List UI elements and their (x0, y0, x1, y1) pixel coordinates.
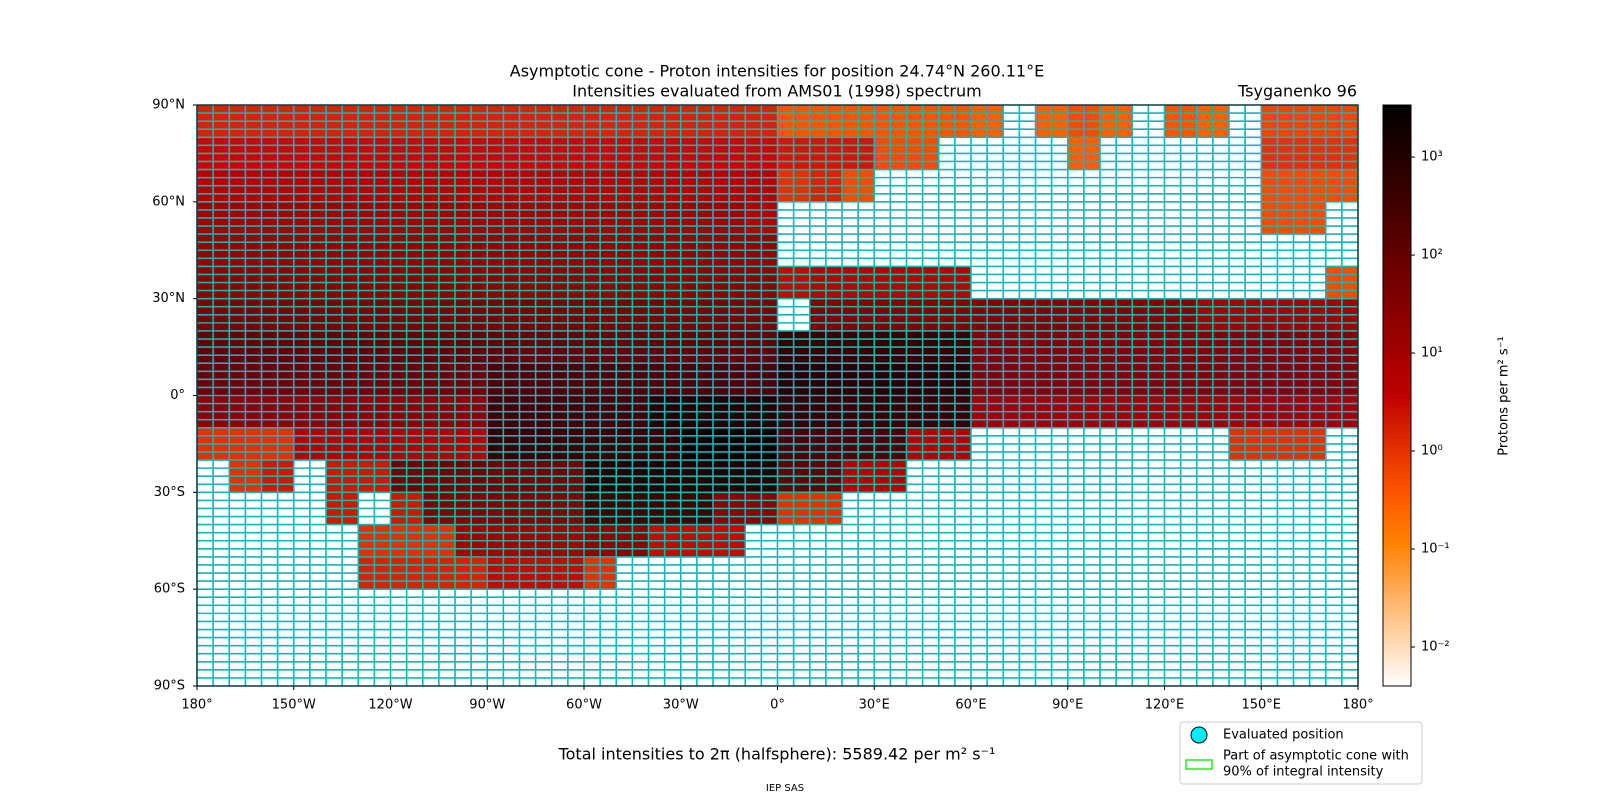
x-tick-label: 150°E (1241, 698, 1281, 713)
legend-marker (1190, 726, 1208, 744)
colorbar-label: Protons per m² s⁻¹ (1497, 336, 1512, 455)
x-tick-label: 150°W (272, 698, 316, 713)
x-tick-label: 180° (181, 698, 212, 713)
x-tick-label: 120°E (1145, 698, 1185, 713)
y-tick-label: 60°S (154, 582, 185, 597)
model-label: Tsyganenko 96 (1237, 82, 1357, 101)
y-tick-label: 30°S (154, 485, 185, 500)
legend-label: Evaluated position (1223, 728, 1344, 743)
y-tick-label: 90°N (152, 98, 185, 113)
colorbar-tick-label: 10² (1421, 248, 1443, 263)
legend: Evaluated position Part of asymptotic co… (1179, 721, 1423, 785)
x-tick-label: 90°W (469, 698, 505, 713)
x-tick-label: 60°E (955, 698, 986, 713)
colorbar-tick-label: 10⁻¹ (1421, 542, 1450, 557)
colorbar-tick-label: 10⁻² (1421, 640, 1450, 655)
x-tick-label: 180° (1342, 698, 1373, 713)
credit: IEP SAS (766, 783, 804, 794)
colorbar (1382, 104, 1412, 687)
colorbar-tick-label: 10³ (1421, 150, 1443, 165)
total-label: Total intensities to 2π (halfsphere): 55… (558, 745, 996, 764)
y-tick-label: 90°S (154, 679, 185, 694)
colorbar-tick-label: 10¹ (1421, 346, 1443, 361)
x-tick-label: 60°W (566, 698, 602, 713)
y-tick-label: 60°N (152, 194, 185, 209)
x-tick-label: 120°W (368, 698, 412, 713)
x-tick-label: 30°E (859, 698, 890, 713)
colorbar-tick-label: 10⁰ (1421, 444, 1443, 459)
y-tick-label: 0° (170, 388, 185, 403)
legend-label: 90% of integral intensity (1223, 765, 1384, 780)
x-tick-label: 90°E (1052, 698, 1083, 713)
chart-subtitle: Intensities evaluated from AMS01 (1998) … (572, 82, 981, 101)
y-tick-label: 30°N (152, 291, 185, 306)
cell-grid (196, 104, 1359, 687)
x-tick-label: 30°W (663, 698, 699, 713)
legend-marker (1185, 759, 1213, 770)
x-tick-label: 0° (770, 698, 785, 713)
chart-title: Asymptotic cone - Proton intensities for… (510, 62, 1044, 81)
legend-box (1179, 721, 1423, 785)
legend-label: Part of asymptotic cone with (1223, 749, 1409, 764)
